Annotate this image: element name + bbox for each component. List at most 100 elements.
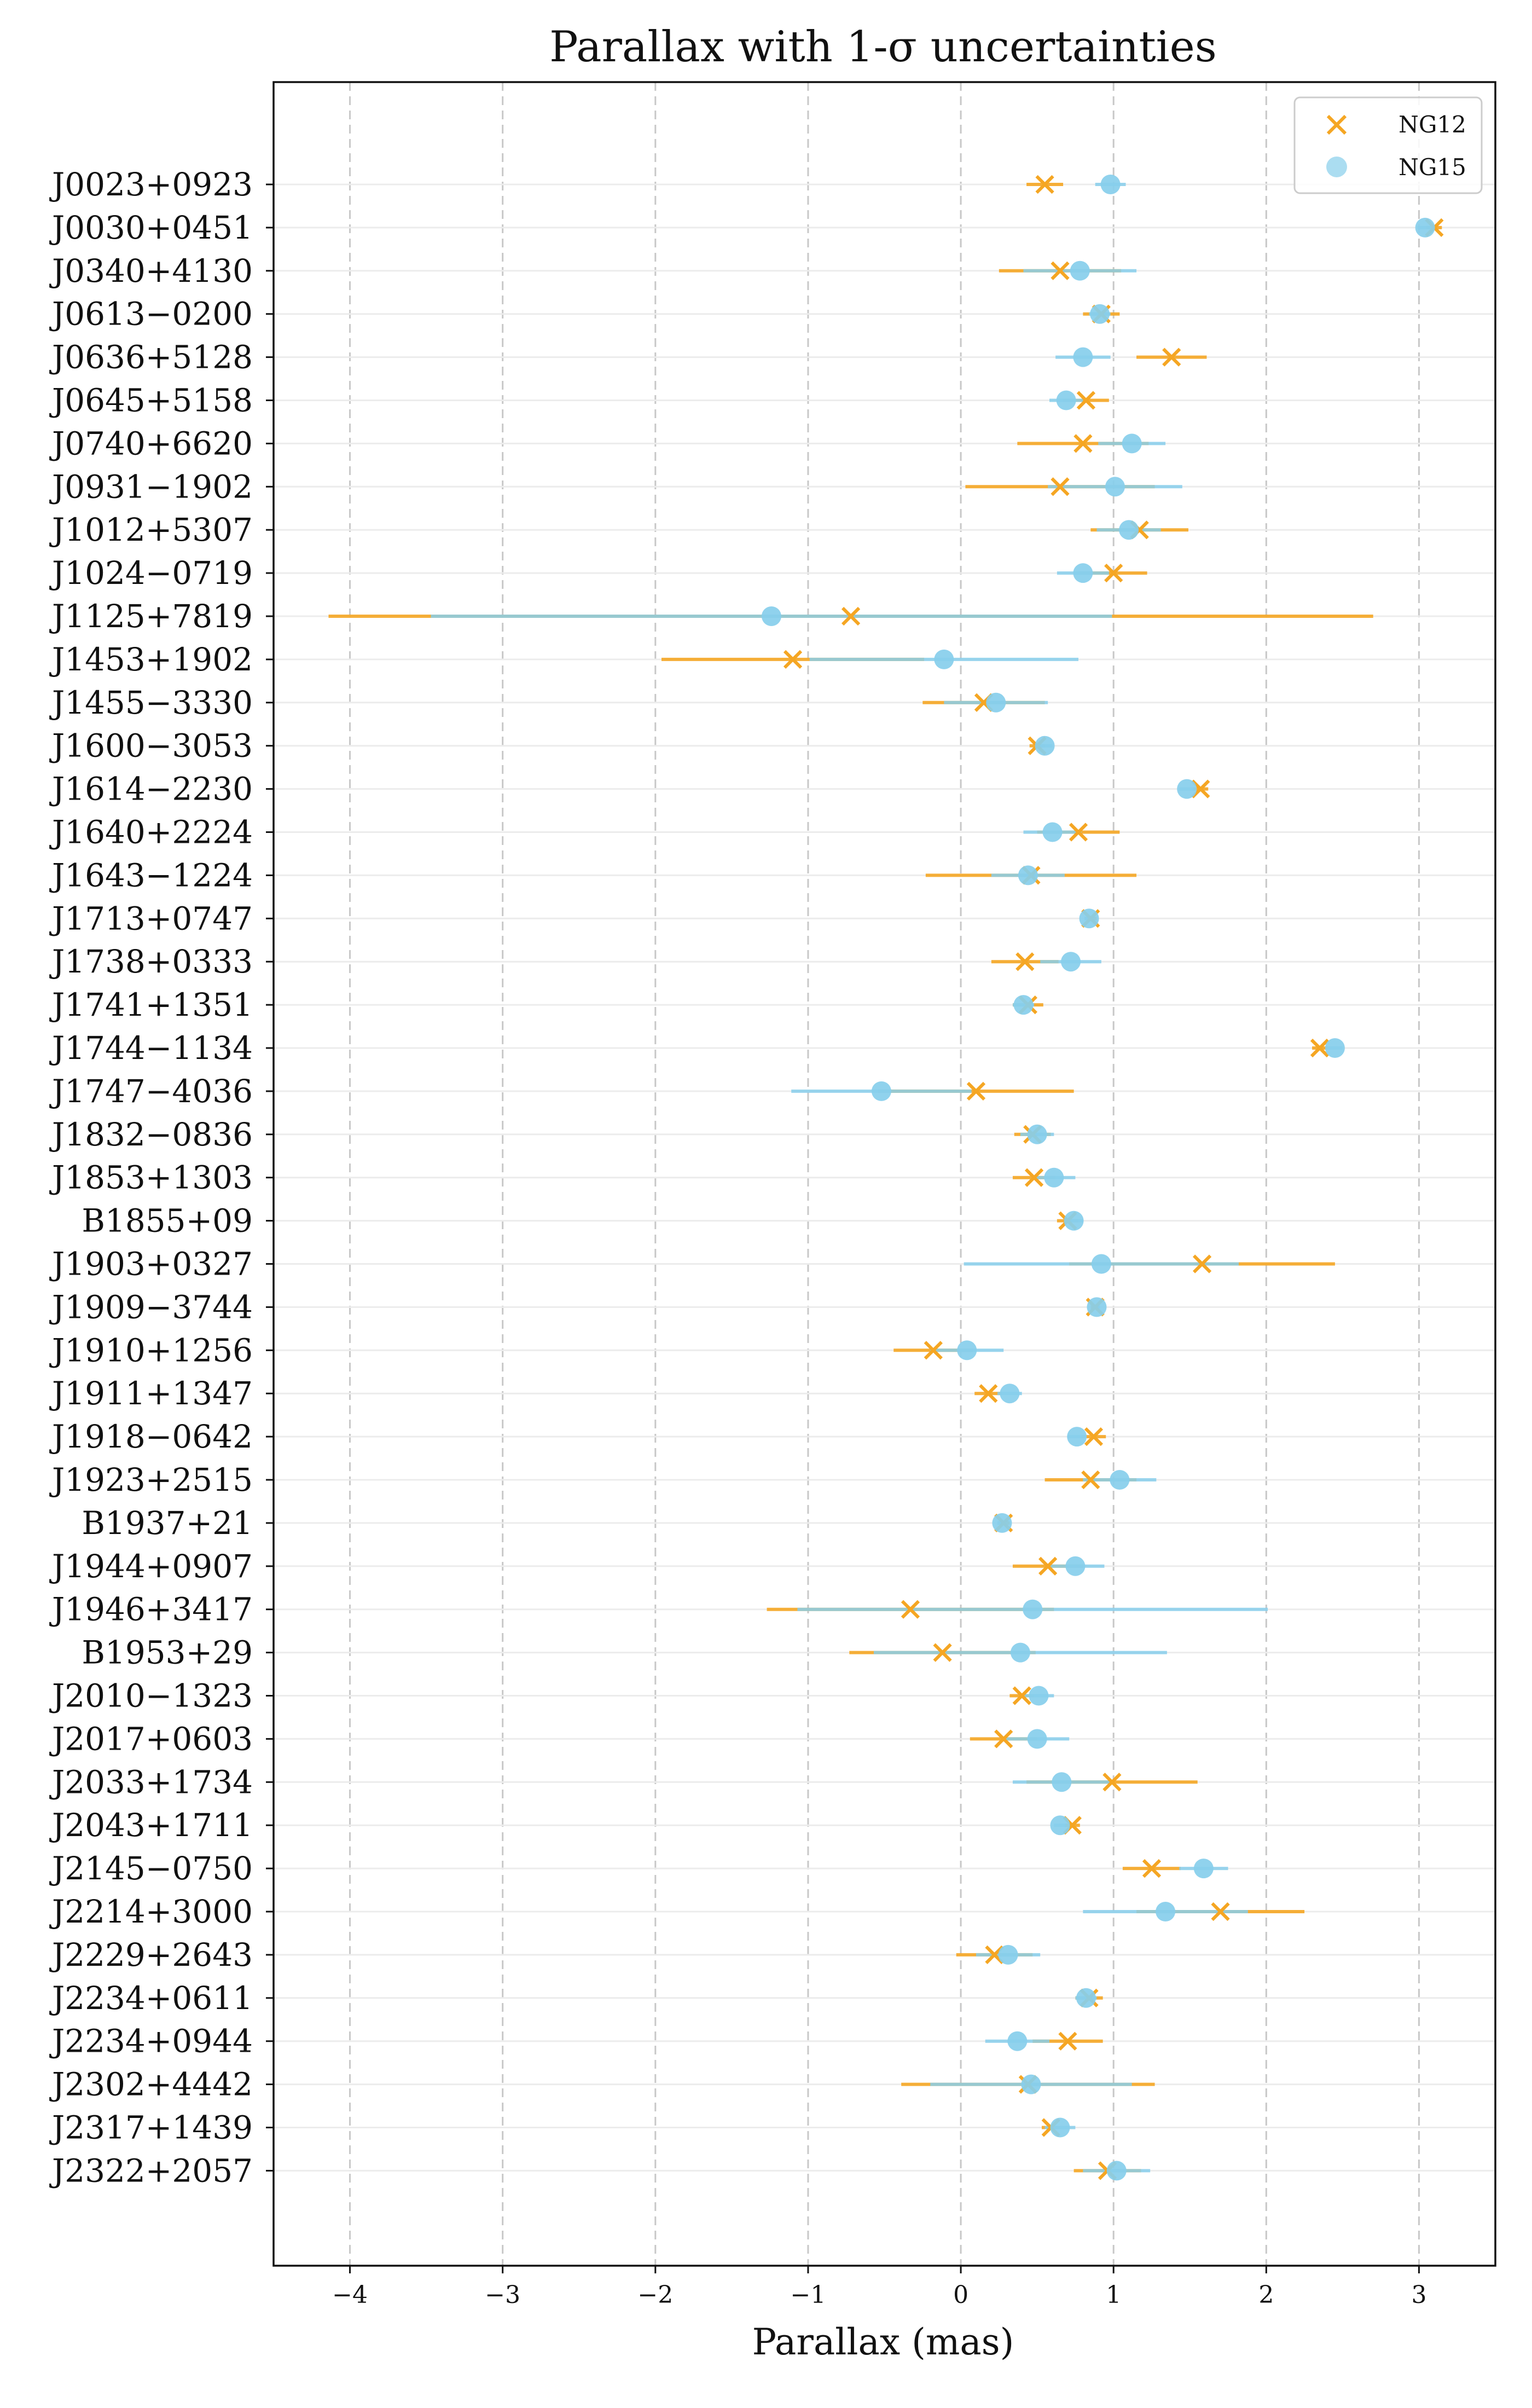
ng15-point (1064, 1211, 1084, 1231)
ng15-point (1119, 520, 1139, 540)
pulsar-label: J1910+1256 (49, 1332, 253, 1369)
ng15-point (1043, 823, 1063, 842)
pulsar-label: J2234+0611 (49, 1979, 253, 2017)
pulsar-label: J2317+1439 (49, 2109, 253, 2146)
ng15-point (1014, 995, 1034, 1015)
legend-ng15-marker (1326, 157, 1347, 177)
pulsar-label: J1923+2515 (49, 1461, 253, 1498)
pulsar-label: J2010−1323 (49, 1677, 253, 1715)
ng15-point (1080, 908, 1099, 928)
legend-ng15-label: NG15 (1398, 154, 1466, 181)
x-tick-label: 0 (953, 2281, 968, 2309)
pulsar-label: J1832−0836 (49, 1116, 253, 1153)
ng15-point (1065, 1556, 1085, 1576)
legend-ng12-label: NG12 (1398, 111, 1466, 138)
pulsar-label: J1125+7819 (49, 598, 253, 635)
ng15-point (1194, 1859, 1214, 1878)
pulsar-label: J1741+1351 (49, 986, 253, 1023)
pulsar-label: J2302+4442 (49, 2066, 253, 2103)
ng15-point (1122, 433, 1142, 453)
ng15-point (992, 1513, 1012, 1533)
ng15-point (1035, 736, 1055, 756)
pulsar-label: J1744−1134 (49, 1029, 253, 1067)
pulsar-label: J1903+0327 (49, 1246, 253, 1283)
pulsar-label: J0931−1902 (49, 468, 253, 505)
ng15-point (1105, 477, 1125, 496)
x-axis-label: Parallax (mas) (752, 2321, 1014, 2363)
y-axis-ticks: J0023+0923J0030+0451J0340+4130J0613−0200… (49, 166, 274, 2189)
pulsar-label: J2043+1711 (49, 1807, 253, 1844)
ng15-point (1021, 2075, 1041, 2094)
ng15-point (1057, 391, 1076, 410)
ng15-point (1092, 1254, 1111, 1274)
ng15-point (1156, 1902, 1175, 1921)
x-tick-label: 3 (1411, 2281, 1426, 2309)
pulsar-label: J1747−4036 (49, 1073, 253, 1110)
pulsar-label: J1909−3744 (49, 1288, 253, 1325)
pulsar-label: J1853+1303 (49, 1159, 253, 1196)
parallax-chart: Parallax with 1-σ uncertainties −4 −3 −2 −1… (0, 0, 1532, 2408)
pulsar-label: J2214+3000 (49, 1893, 253, 1930)
ng15-point (1067, 1427, 1087, 1446)
ng15-point (1029, 1686, 1048, 1706)
ng15-point (986, 693, 1006, 713)
ng15-point (1018, 865, 1038, 885)
ng15-point (872, 1081, 891, 1101)
ng15-point (1044, 1168, 1064, 1188)
ng15-point (1076, 1988, 1096, 2008)
ng15-point (762, 606, 781, 626)
pulsar-label: J1012+5307 (49, 511, 253, 548)
pulsar-label: J0636+5128 (49, 339, 253, 376)
ng15-point (957, 1340, 977, 1360)
pulsar-label: J2229+2643 (49, 1936, 253, 1973)
x-tick-label: −3 (485, 2281, 520, 2309)
x-tick-label: −2 (637, 2281, 673, 2309)
ng15-point (1007, 2031, 1027, 2051)
pulsar-label: J0340+4130 (49, 252, 253, 290)
ng15-point (1110, 1470, 1129, 1490)
ng15-point (1050, 1815, 1070, 1835)
pulsar-label: J1944+0907 (49, 1548, 253, 1585)
ng15-point (1061, 952, 1081, 971)
pulsar-label: J1643−1224 (49, 856, 253, 894)
pulsar-label: J1455−3330 (49, 684, 253, 721)
ng15-point (1028, 1729, 1047, 1749)
ng15-point (1073, 563, 1093, 583)
pulsar-label: B1937+21 (82, 1504, 253, 1542)
pulsar-label: J0645+5158 (49, 382, 253, 419)
pulsar-label: J2145−0750 (49, 1850, 253, 1887)
ng15-point (1028, 1125, 1047, 1144)
ng15-point (1000, 1384, 1019, 1403)
ng15-point (1415, 218, 1435, 238)
pulsar-label: J0740+6620 (49, 425, 253, 462)
ng15-point (1011, 1643, 1030, 1663)
pulsar-label: J1911+1347 (49, 1375, 253, 1412)
ng15-point (1177, 779, 1197, 799)
pulsar-label: J1640+2224 (49, 814, 253, 851)
pulsar-label: J2234+0944 (49, 2023, 253, 2060)
pulsar-label: J1453+1902 (49, 641, 253, 678)
ng15-point (1325, 1038, 1345, 1058)
pulsar-label: B1953+29 (82, 1634, 253, 1671)
pulsar-label: J1600−3053 (49, 727, 253, 765)
pulsar-label: J1713+0747 (49, 900, 253, 937)
ng15-point (1090, 304, 1110, 324)
ng15-point (934, 650, 954, 669)
x-tick-label: 1 (1106, 2281, 1121, 2309)
legend: NG12 NG15 (1295, 97, 1482, 193)
pulsar-label: J2322+2057 (49, 2152, 253, 2189)
x-tick-label: 2 (1258, 2281, 1274, 2309)
ng15-point (1050, 2118, 1070, 2138)
ng15-point (1087, 1297, 1106, 1317)
pulsar-label: J1918−0642 (49, 1418, 253, 1455)
pulsar-label: J1946+3417 (49, 1591, 253, 1628)
pulsar-label: J2017+0603 (49, 1720, 253, 1757)
x-tick-label: −4 (332, 2281, 368, 2309)
pulsar-label: J1024−0719 (49, 554, 253, 592)
pulsar-label: J0613−0200 (49, 296, 253, 333)
pulsar-label: B1855+09 (82, 1202, 253, 1240)
ng15-point (999, 1945, 1018, 1965)
pulsar-label: J1614−2230 (49, 771, 253, 808)
ng15-point (1073, 348, 1093, 367)
pulsar-label: J1738+0333 (49, 943, 253, 980)
